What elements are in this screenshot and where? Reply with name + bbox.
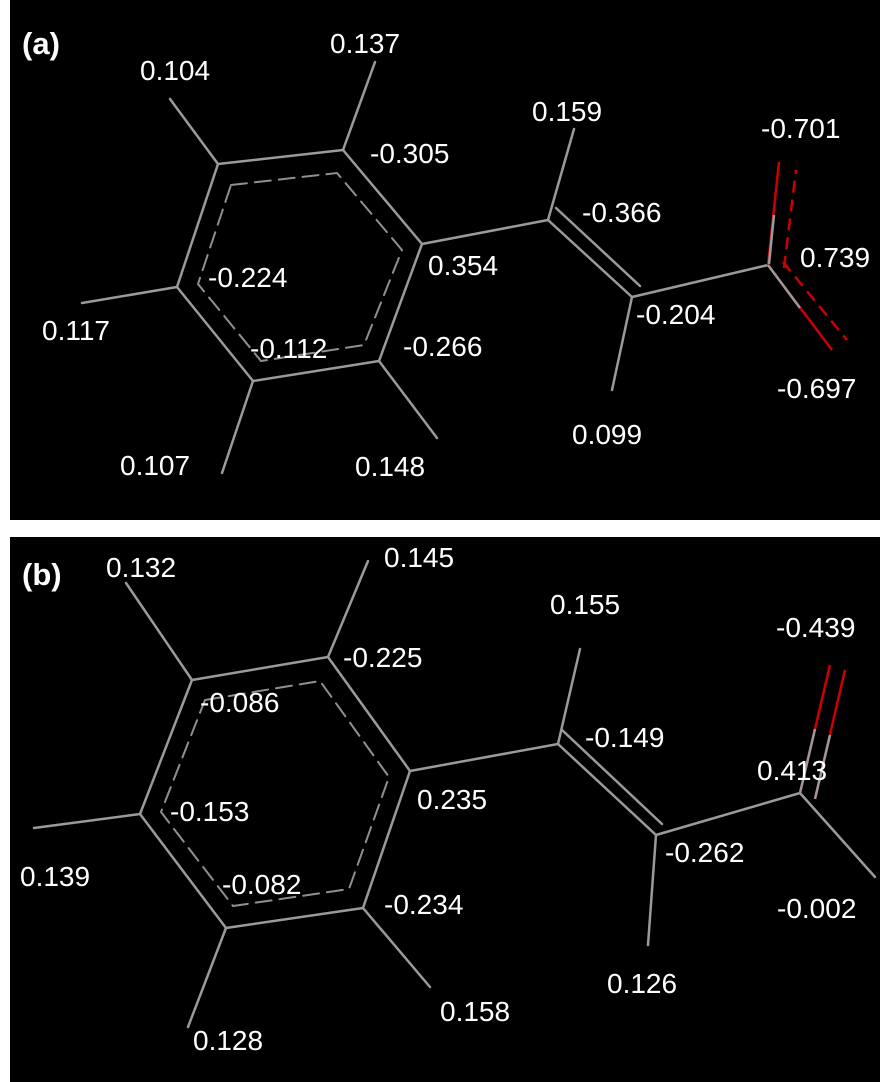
charge-label: -0.149 xyxy=(585,722,664,753)
charge-label: 0.117 xyxy=(42,315,110,346)
charge-label: 0.235 xyxy=(417,784,487,815)
charge-label: -0.266 xyxy=(403,331,482,362)
charge-label: -0.366 xyxy=(582,197,661,228)
charge-label: -0.305 xyxy=(370,138,449,169)
panel-b: (b) xyxy=(10,537,880,1082)
charge-label: -0.204 xyxy=(636,299,715,330)
charge-label: 0.132 xyxy=(106,552,176,583)
panel-a-label: (a) xyxy=(22,26,60,61)
charge-label: -0.234 xyxy=(384,889,463,920)
panel-b-label: (b) xyxy=(22,557,62,592)
charge-label: -0.697 xyxy=(777,373,856,404)
charge-label: 0.739 xyxy=(800,242,870,273)
charge-label: 0.099 xyxy=(572,419,642,450)
charge-label: -0.225 xyxy=(343,642,422,673)
molecule-b-diagram: 0.145 0.132 0.155 -0.225 -0.439 -0.086 -… xyxy=(20,542,877,1056)
charge-label: -0.002 xyxy=(777,893,856,924)
charge-label: 0.413 xyxy=(757,755,827,786)
charge-label: 0.145 xyxy=(384,542,454,573)
charge-label: -0.262 xyxy=(665,837,744,868)
charge-label: -0.224 xyxy=(208,262,287,293)
charge-label: 0.354 xyxy=(428,250,498,281)
charge-label: 0.158 xyxy=(440,996,510,1027)
charge-label: -0.439 xyxy=(776,612,855,643)
panel-a: (a) xyxy=(10,0,880,520)
charge-label: 0.107 xyxy=(120,450,190,481)
charge-label: -0.112 xyxy=(250,333,327,364)
charge-label: -0.701 xyxy=(761,113,840,144)
charge-label: 0.104 xyxy=(140,55,210,86)
charge-label: 0.137 xyxy=(330,28,400,59)
charge-label: 0.155 xyxy=(550,589,620,620)
charge-label: 0.139 xyxy=(20,861,90,892)
charge-label: 0.126 xyxy=(607,968,677,999)
charge-label: -0.086 xyxy=(200,687,279,718)
charge-label: 0.128 xyxy=(193,1025,263,1056)
charge-label: 0.148 xyxy=(355,451,425,482)
charge-label: -0.082 xyxy=(222,869,301,900)
molecule-a-diagram: 0.137 0.104 0.159 -0.305 -0.701 -0.366 0… xyxy=(42,28,870,482)
charge-label: 0.159 xyxy=(532,96,602,127)
charge-label: -0.153 xyxy=(170,796,249,827)
